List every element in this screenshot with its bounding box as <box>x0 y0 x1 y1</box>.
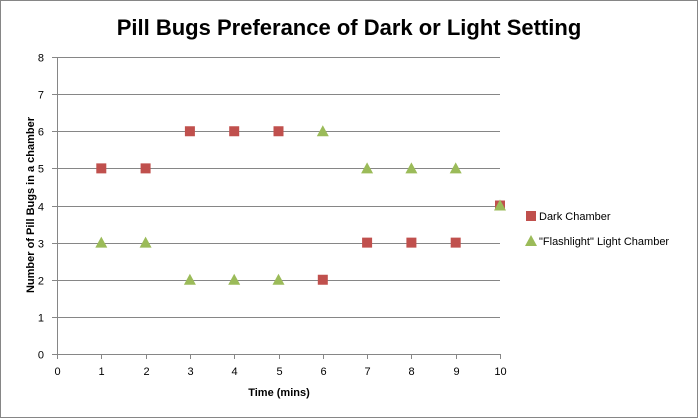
dark-chamber-point <box>317 274 328 285</box>
legend-item-dark-chamber: Dark Chamber <box>526 211 611 223</box>
light-chamber-point <box>139 236 152 248</box>
dark-chamber-point <box>96 163 107 174</box>
light-chamber-point <box>272 273 285 285</box>
legend-label: Dark Chamber <box>539 211 611 223</box>
dark-chamber-point <box>184 126 195 137</box>
y-tick-label: 8 <box>38 53 44 65</box>
x-tick-label: 9 <box>453 366 459 378</box>
light-chamber-point <box>95 236 108 248</box>
y-tick-label: 6 <box>38 127 44 139</box>
y-tick-label: 7 <box>38 90 44 102</box>
axes <box>52 57 501 359</box>
legend-marker <box>526 211 536 221</box>
light-chamber-point <box>183 273 196 285</box>
light-chamber-point <box>361 162 374 174</box>
x-tick-label: 3 <box>187 366 193 378</box>
y-tick-label: 3 <box>38 239 44 251</box>
light-chamber-point <box>228 273 241 285</box>
y-tick-label: 1 <box>38 313 44 325</box>
dark-chamber-point <box>450 237 461 248</box>
legend: Dark Chamber "Flashlight" Light Chamber <box>525 211 669 248</box>
light-chamber-point <box>316 125 329 137</box>
x-tick-label: 1 <box>98 366 104 378</box>
x-tick-label: 8 <box>408 366 414 378</box>
dark-chamber-point <box>229 126 240 137</box>
chart-title: Pill Bugs Preferance of Dark or Light Se… <box>117 15 582 40</box>
y-tick-label: 4 <box>38 202 44 214</box>
dark-chamber-point <box>362 237 373 248</box>
y-axis-title: Number of Pill Bugs in a chamber <box>25 116 37 293</box>
legend-label: "Flashlight" Light Chamber <box>539 236 669 248</box>
light-chamber-point <box>494 199 506 211</box>
tick-labels: 0 1 2 3 4 5 6 7 8 0 1 2 3 4 5 6 7 8 9 10 <box>38 53 507 379</box>
x-tick-label: 6 <box>320 366 326 378</box>
x-tick-label: 0 <box>54 366 60 378</box>
x-tick-label: 5 <box>276 366 282 378</box>
series-light-chamber <box>95 125 506 285</box>
x-tick-label: 10 <box>494 366 506 378</box>
dark-chamber-point <box>273 126 284 137</box>
legend-marker <box>525 235 537 246</box>
x-axis-title: Time (mins) <box>248 387 310 399</box>
x-tick-label: 4 <box>231 366 237 378</box>
data-points <box>95 125 506 285</box>
light-chamber-point <box>449 162 462 174</box>
series-dark-chamber <box>96 126 505 285</box>
y-tick-label: 5 <box>38 164 44 176</box>
legend-item-light-chamber: "Flashlight" Light Chamber <box>525 235 669 248</box>
x-tick-label: 7 <box>364 366 370 378</box>
y-tick-label: 0 <box>38 350 44 362</box>
x-tick-label: 2 <box>143 366 149 378</box>
light-chamber-point <box>405 162 418 174</box>
dark-chamber-point <box>140 163 151 174</box>
y-tick-label: 2 <box>38 276 44 288</box>
dark-chamber-point <box>406 237 417 248</box>
